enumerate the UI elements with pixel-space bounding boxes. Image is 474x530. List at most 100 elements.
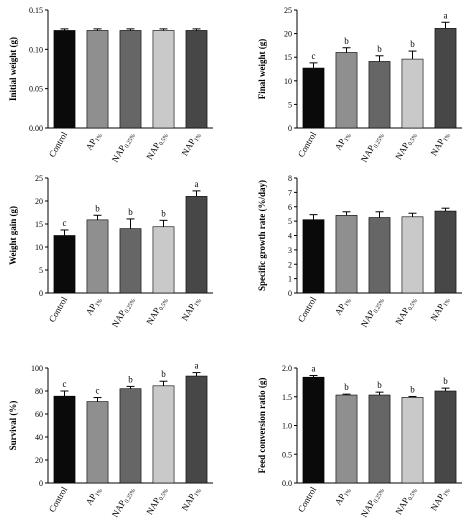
- category-subscript: 0.25%: [124, 488, 137, 504]
- bar-feed-conversion-ratio: [401, 397, 424, 484]
- y-tick-label: 1: [288, 275, 292, 284]
- x-category-label: NAP0.25%: [359, 485, 386, 520]
- y-tick-label: 0: [288, 124, 292, 133]
- y-tick-label: 2.0: [282, 364, 292, 373]
- significance-letter: b: [410, 39, 415, 49]
- bar-initial-weight: [185, 30, 208, 129]
- x-category-label: NAP0.5%: [393, 485, 419, 517]
- bar-specific-growth-rate: [434, 210, 457, 294]
- significance-letter: b: [128, 207, 133, 217]
- category-subscript: 0.25%: [373, 298, 386, 314]
- category-subscript: 1%: [443, 133, 452, 143]
- category-name: AP: [333, 302, 347, 317]
- bar-weight-gain: [53, 235, 76, 294]
- x-category-label: NAP0.25%: [359, 130, 386, 165]
- significance-letter: c: [96, 386, 100, 396]
- bar-survival: [152, 385, 175, 484]
- bar-initial-weight: [119, 30, 142, 129]
- category-subscript: 0.25%: [124, 298, 137, 314]
- bar-specific-growth-rate: [401, 216, 424, 294]
- y-tick-label: 1.5: [282, 393, 292, 402]
- y-tick-label: 0: [39, 289, 43, 298]
- x-category-label: NAP0.5%: [144, 485, 170, 517]
- category-subscript: 0.5%: [159, 133, 170, 147]
- significance-letter: a: [195, 179, 199, 189]
- y-tick-label: 25: [35, 174, 43, 183]
- x-category-label: NAP1%: [180, 295, 203, 324]
- category-name: AP: [84, 492, 98, 507]
- specific-growth-rate-chart: 0 1 2 3 4 5 6 7 8 Specific growth rate (%/day) Con…: [257, 174, 462, 330]
- y-tick-label: 5: [288, 100, 292, 109]
- category-subscript: 0.5%: [408, 133, 419, 147]
- significance-letter: b: [128, 374, 133, 384]
- y-tick-label: 8: [288, 174, 292, 183]
- bar-final-weight: [368, 61, 391, 129]
- category-subscript: 1%: [443, 488, 452, 498]
- bar-survival: [119, 388, 142, 484]
- y-axis-title: Specific growth rate (%/day): [257, 180, 267, 291]
- x-category-label: AP1%: [333, 130, 353, 153]
- x-category-label: NAP0.25%: [359, 295, 386, 330]
- significance-letter: a: [312, 363, 316, 373]
- feed-conversion-ratio-chart: 0.0 0.5 1.0 1.5 2.0 Feed conversion ratio (g)…: [257, 363, 462, 520]
- x-category-label: AP1%: [333, 485, 353, 508]
- category-subscript: 0.25%: [373, 488, 386, 504]
- y-axis-title: Feed conversion ratio (g): [257, 378, 267, 474]
- significance-letter: b: [344, 36, 349, 46]
- x-category-label: Control: [47, 295, 70, 324]
- y-tick-label: 10: [284, 77, 292, 86]
- significance-letter: b: [161, 369, 166, 379]
- category-name: Control: [47, 130, 70, 159]
- bar-final-weight: [302, 67, 325, 129]
- y-tick-label: 7: [288, 188, 292, 197]
- y-tick-label: 0: [39, 479, 43, 488]
- category-subscript: 1%: [95, 298, 104, 308]
- x-category-label: NAP0.25%: [110, 295, 137, 330]
- y-tick-label: 0: [288, 289, 292, 298]
- bar-feed-conversion-ratio: [335, 394, 358, 484]
- significance-letter: c: [63, 218, 67, 228]
- bar-specific-growth-rate: [302, 219, 325, 294]
- bar-survival: [86, 401, 109, 484]
- category-subscript: 1%: [344, 488, 353, 498]
- x-category-label: NAP0.5%: [393, 130, 419, 162]
- bar-weight-gain: [185, 196, 208, 294]
- y-tick-label: 5: [39, 266, 43, 275]
- y-tick-label: 0.10: [29, 45, 43, 54]
- x-category-label: NAP1%: [429, 130, 452, 159]
- y-tick-label: 0.05: [29, 85, 43, 94]
- x-category-label: NAP0.5%: [144, 130, 170, 162]
- significance-letter: a: [195, 361, 199, 371]
- bar-initial-weight: [86, 30, 109, 129]
- y-tick-label: 25: [284, 6, 292, 15]
- significance-letter: b: [377, 44, 382, 54]
- bar-final-weight: [335, 52, 358, 129]
- category-name: AP: [333, 492, 347, 507]
- category-subscript: 0.5%: [159, 298, 170, 312]
- x-category-label: Control: [47, 485, 70, 514]
- y-tick-label: 0.00: [29, 124, 43, 133]
- bar-weight-gain: [86, 219, 109, 294]
- significance-letter: b: [161, 208, 166, 218]
- y-axis-title: Final weight (g): [257, 39, 267, 100]
- bar-final-weight: [434, 28, 457, 129]
- x-category-label: NAP1%: [180, 485, 203, 514]
- significance-letter: c: [63, 379, 67, 389]
- y-tick-label: 6: [288, 203, 292, 212]
- category-name: AP: [84, 302, 98, 317]
- bar-initial-weight: [53, 30, 76, 129]
- y-tick-label: 0.0: [282, 479, 292, 488]
- y-axis-title: Weight gain (g): [8, 206, 18, 265]
- x-category-label: NAP0.25%: [110, 130, 137, 165]
- category-subscript: 1%: [194, 298, 203, 308]
- bar-survival: [185, 375, 208, 484]
- significance-letter: c: [312, 51, 316, 61]
- initial-weight-chart: 0.00 0.05 0.10 0.15 Initial weight (g) Contro…: [8, 6, 213, 165]
- x-category-label: NAP1%: [429, 485, 452, 514]
- category-name: AP: [333, 137, 347, 152]
- category-subscript: 0.5%: [408, 488, 419, 502]
- bar-specific-growth-rate: [368, 217, 391, 294]
- category-name: AP: [84, 137, 98, 152]
